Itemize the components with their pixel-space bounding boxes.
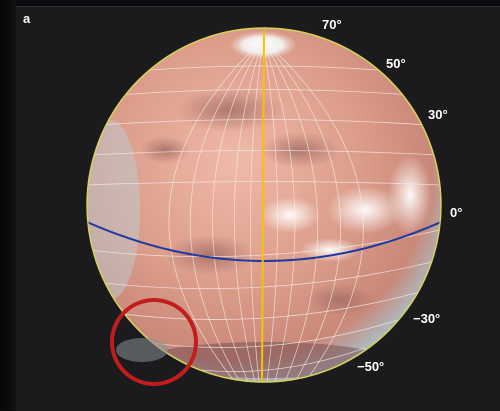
southern-feature	[116, 338, 168, 362]
bright-cloud	[327, 186, 403, 234]
bright-cloud	[260, 197, 320, 233]
highlight-circle	[110, 298, 198, 386]
panel-label: a	[23, 11, 31, 26]
dark-region	[305, 284, 375, 316]
left-border-strip	[0, 0, 16, 410]
central-meridian	[261, 29, 265, 382]
bright-cloud	[388, 155, 432, 235]
dark-region	[140, 136, 190, 164]
meridians	[168, 39, 364, 382]
latitude-label-minus50: −50°	[357, 359, 385, 374]
dark-region	[165, 235, 255, 275]
latitude-label-minus30: −30°	[413, 311, 441, 326]
south-dark-band	[145, 342, 385, 378]
latitude-label-70: 70°	[322, 17, 342, 32]
latitude-label-50: 50°	[386, 56, 406, 71]
bright-cloud	[300, 238, 360, 262]
latitude-label-0: 0°	[450, 205, 463, 220]
dark-region	[175, 88, 285, 132]
limb-haze	[87, 120, 140, 300]
planet-limb	[86, 27, 442, 383]
latitude-label-30: 30°	[428, 107, 448, 122]
dark-region	[260, 132, 340, 168]
equator-line	[87, 221, 441, 262]
